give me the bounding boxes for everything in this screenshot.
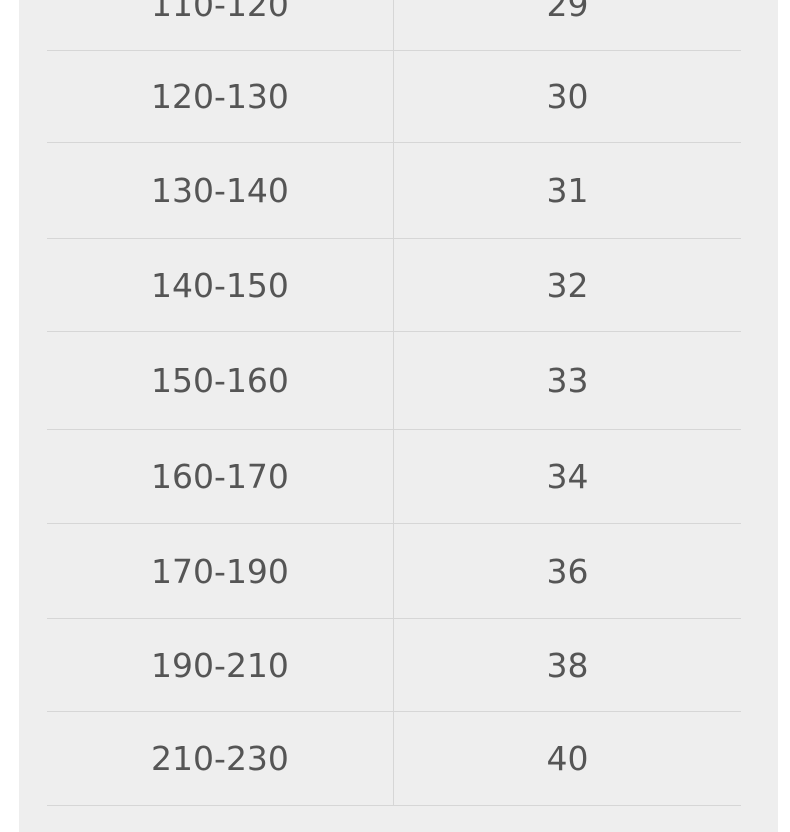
size-cell: 33 (546, 361, 589, 400)
size-cell: 29 (546, 0, 589, 24)
size-cell: 40 (546, 739, 589, 778)
size-cell: 30 (546, 77, 589, 116)
table-row: 170-190 36 (47, 524, 741, 619)
range-cell: 150-160 (47, 332, 394, 429)
table-row: 160-170 34 (47, 430, 741, 524)
size-cell: 31 (546, 171, 589, 210)
size-cell: 32 (546, 265, 589, 305)
table-row: 150-160 33 (47, 332, 741, 430)
table-row: 120-130 30 (47, 51, 741, 143)
range-cell: 110-120 (47, 0, 394, 50)
table-row: 110-120 29 (47, 0, 741, 51)
table-row: 140-150 32 (47, 239, 741, 332)
range-cell: 210-230 (47, 712, 394, 805)
range-cell: 170-190 (47, 524, 394, 618)
range-cell: 190-210 (47, 619, 394, 711)
range-cell: 130-140 (47, 143, 394, 238)
size-cell: 36 (546, 551, 589, 591)
range-cell: 160-170 (47, 430, 394, 523)
range-cell: 120-130 (47, 51, 394, 142)
size-cell: 34 (546, 457, 589, 496)
table-panel (19, 0, 778, 832)
range-cell: 140-150 (47, 239, 394, 331)
table-row: 210-230 40 (47, 712, 741, 806)
size-cell: 38 (546, 645, 589, 685)
table-row: 190-210 38 (47, 619, 741, 712)
table-row: 130-140 31 (47, 143, 741, 239)
